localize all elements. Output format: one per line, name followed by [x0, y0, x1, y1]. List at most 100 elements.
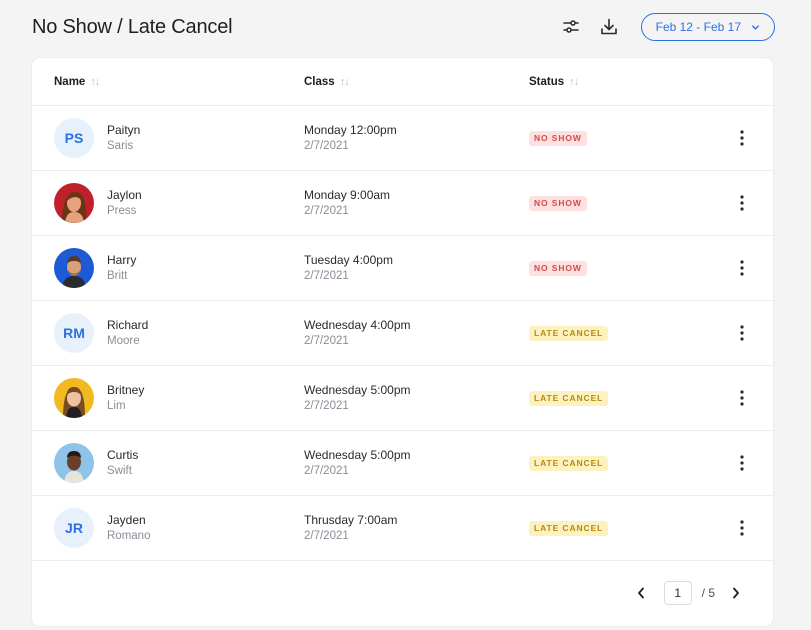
row-menu-button[interactable]	[734, 388, 750, 408]
sort-icon: ↑↓	[569, 75, 579, 88]
class-time: Monday 9:00am	[304, 188, 391, 202]
class-time: Tuesday 4:00pm	[304, 253, 393, 267]
status-badge: NO SHOW	[529, 261, 587, 276]
member-name: Richard Moore	[107, 317, 148, 349]
download-icon	[600, 18, 617, 35]
sort-by-name[interactable]: Name ↑↓	[54, 75, 100, 88]
page-title: No Show / Late Cancel	[32, 15, 233, 38]
table-row[interactable]: Curtis Swift Wednesday 5:00pm 2/7/2021 L…	[32, 431, 773, 496]
class-info: Tuesday 4:00pm 2/7/2021	[304, 252, 393, 284]
last-name: Press	[107, 205, 137, 217]
class-date: 2/7/2021	[304, 335, 349, 347]
chevron-right-icon	[733, 587, 739, 599]
avatar	[54, 443, 94, 483]
page-number-input[interactable]	[663, 581, 692, 605]
status-badge: LATE CANCEL	[529, 391, 609, 406]
class-time: Wednesday 5:00pm	[304, 383, 411, 397]
status-badge: NO SHOW	[529, 131, 587, 146]
filter-button[interactable]	[559, 15, 583, 39]
table-row[interactable]: PS Paityn Saris Monday 12:00pm 2/7/2021 …	[32, 106, 773, 171]
sort-icon: ↑↓	[339, 75, 350, 88]
class-info: Wednesday 5:00pm 2/7/2021	[304, 382, 411, 414]
member-name: Jayden Romano	[107, 512, 150, 544]
previous-page-button[interactable]	[632, 583, 650, 603]
profile-photo-icon	[54, 378, 94, 418]
chevron-left-icon	[637, 587, 644, 599]
first-name: Harry	[107, 253, 137, 267]
column-header-class: Class	[304, 75, 335, 88]
class-time: Monday 12:00pm	[304, 123, 397, 137]
class-date: 2/7/2021	[304, 270, 349, 282]
last-name: Britt	[107, 270, 128, 282]
class-info: Thrusday 7:00am 2/7/2021	[304, 512, 397, 544]
chevron-down-icon	[752, 24, 759, 30]
sort-icon: ↑↓	[90, 75, 100, 88]
first-name: Jaylon	[107, 188, 142, 202]
table-row[interactable]: JR Jayden Romano Thrusday 7:00am 2/7/202…	[32, 496, 773, 561]
date-range-label: Feb 12 - Feb 17	[655, 20, 741, 34]
sort-by-status[interactable]: Status ↑↓	[529, 75, 579, 88]
no-show-table-card: Name ↑↓ Class ↑↓ Status ↑↓ PS Paityn Sar…	[32, 58, 773, 626]
profile-photo-icon	[54, 443, 94, 483]
member-name: Harry Britt	[107, 252, 136, 284]
class-date: 2/7/2021	[304, 530, 349, 542]
class-time: Wednesday 4:00pm	[304, 318, 411, 332]
class-date: 2/7/2021	[304, 140, 349, 152]
avatar: PS	[54, 118, 94, 158]
table-row[interactable]: Britney Lim Wednesday 5:00pm 2/7/2021 LA…	[32, 366, 773, 431]
page-header: No Show / Late Cancel Feb 12 - Feb 17	[32, 12, 775, 42]
table-row[interactable]: RM Richard Moore Wednesday 4:00pm 2/7/20…	[32, 301, 773, 366]
status-badge: LATE CANCEL	[529, 456, 609, 471]
class-info: Monday 9:00am 2/7/2021	[304, 187, 390, 219]
first-name: Jayden	[107, 513, 146, 527]
table-header: Name ↑↓ Class ↑↓ Status ↑↓	[32, 58, 773, 106]
status-badge: NO SHOW	[529, 196, 587, 211]
more-vertical-icon	[740, 455, 744, 471]
member-name: Jaylon Press	[107, 187, 142, 219]
first-name: Curtis	[107, 448, 139, 462]
table-row[interactable]: Harry Britt Tuesday 4:00pm 2/7/2021 NO S…	[32, 236, 773, 301]
first-name: Richard	[107, 318, 149, 332]
member-name: Curtis Swift	[107, 447, 138, 479]
first-name: Britney	[107, 383, 145, 397]
profile-photo-icon	[54, 248, 94, 288]
column-header-name: Name	[54, 75, 86, 88]
last-name: Lim	[107, 400, 126, 412]
class-info: Wednesday 4:00pm 2/7/2021	[304, 317, 411, 349]
more-vertical-icon	[740, 195, 744, 211]
row-menu-button[interactable]	[734, 518, 750, 538]
last-name: Swift	[107, 465, 132, 477]
row-menu-button[interactable]	[734, 453, 750, 473]
pagination: / 5	[632, 580, 745, 606]
class-date: 2/7/2021	[304, 400, 349, 412]
avatar	[54, 183, 94, 223]
row-menu-button[interactable]	[734, 323, 750, 343]
profile-photo-icon	[54, 183, 94, 223]
class-time: Thrusday 7:00am	[304, 513, 398, 527]
avatar	[54, 378, 94, 418]
avatar	[54, 248, 94, 288]
member-name: Paityn Saris	[107, 122, 140, 154]
more-vertical-icon	[740, 520, 744, 536]
avatar-initials: PS	[64, 130, 84, 146]
page-total: / 5	[701, 586, 715, 600]
more-vertical-icon	[740, 325, 744, 341]
date-range-dropdown[interactable]: Feb 12 - Feb 17	[640, 13, 775, 41]
more-vertical-icon	[740, 390, 744, 406]
column-header-status: Status	[529, 75, 565, 88]
sort-by-class[interactable]: Class ↑↓	[304, 75, 350, 88]
row-menu-button[interactable]	[734, 193, 750, 213]
class-info: Wednesday 5:00pm 2/7/2021	[304, 447, 411, 479]
more-vertical-icon	[740, 130, 744, 146]
table-row[interactable]: Jaylon Press Monday 9:00am 2/7/2021 NO S…	[32, 171, 773, 236]
row-menu-button[interactable]	[734, 258, 750, 278]
member-name: Britney Lim	[107, 382, 144, 414]
row-menu-button[interactable]	[734, 128, 750, 148]
avatar-initials: RM	[63, 325, 85, 341]
more-vertical-icon	[740, 260, 744, 276]
status-badge: LATE CANCEL	[529, 326, 609, 341]
next-page-button[interactable]	[727, 583, 745, 603]
class-date: 2/7/2021	[304, 465, 349, 477]
download-button[interactable]	[597, 15, 621, 39]
avatar: JR	[54, 508, 94, 548]
